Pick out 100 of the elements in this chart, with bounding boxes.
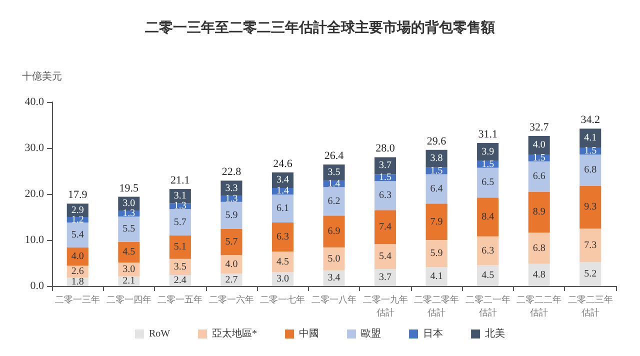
data-label: 3.5 — [328, 167, 340, 178]
data-label: 1.3 — [174, 200, 186, 212]
data-label: 4.5 — [276, 256, 289, 268]
bar — [66, 222, 88, 248]
data-label: 2.4 — [174, 274, 186, 286]
data-label: 6.8 — [584, 164, 597, 176]
y-tick-label: 30.0 — [24, 142, 44, 154]
data-label: 6.1 — [276, 202, 289, 214]
x-tick-label: 二零一七年 — [260, 294, 306, 306]
bar — [323, 216, 345, 248]
data-label: 5.1 — [174, 242, 186, 253]
bar — [426, 204, 448, 240]
bar — [323, 164, 345, 181]
bar — [528, 264, 550, 286]
data-label: 6.4 — [430, 183, 443, 194]
data-label: 2.9 — [71, 204, 84, 216]
total-label: 17.9 — [68, 189, 88, 202]
bar — [477, 168, 499, 198]
total-label: 32.7 — [529, 122, 550, 134]
data-label: 3.8 — [430, 153, 443, 164]
y-tick-label: 40.0 — [24, 96, 44, 108]
bar — [374, 157, 396, 174]
data-label: 4.0 — [225, 258, 238, 270]
data-label: 4.1 — [584, 132, 597, 144]
legend-label: 日本 — [423, 328, 444, 340]
bar — [272, 252, 294, 272]
data-label: 1.4 — [276, 186, 289, 197]
data-label: 1.4 — [328, 178, 340, 190]
bar — [580, 228, 602, 262]
data-label: 4.5 — [122, 246, 136, 258]
data-label: 9.3 — [584, 202, 597, 213]
data-label: 1.5 — [532, 152, 546, 164]
bar — [118, 216, 140, 242]
data-label: 6.3 — [482, 245, 494, 256]
data-label: 6.6 — [532, 171, 546, 182]
legend-label: 中國 — [299, 328, 320, 340]
data-label: 5.5 — [122, 224, 136, 235]
data-label: 6.3 — [276, 232, 289, 243]
total-label: 29.6 — [426, 135, 447, 148]
data-label: 1.5 — [482, 158, 494, 170]
x-tick-label: 二零二二年估計 — [516, 294, 562, 318]
chart-title: 二零一三年至二零二三年估計全球主要市場的背包零售額 — [145, 19, 495, 36]
data-label: 3.9 — [482, 146, 494, 158]
total-label: 28.0 — [376, 142, 396, 155]
data-label: 5.4 — [71, 229, 84, 240]
legend-label: RoW — [148, 328, 171, 340]
data-label: 1.2 — [71, 214, 84, 226]
data-label: 4.8 — [532, 269, 546, 280]
data-label: 6.8 — [532, 242, 546, 254]
bar — [220, 202, 242, 229]
x-tick-label: 二零一六年 — [208, 294, 254, 306]
total-label: 22.8 — [222, 166, 242, 178]
x-tick-label: 二零一九年估計 — [362, 294, 408, 318]
bar — [169, 235, 191, 259]
data-label: 3.0 — [122, 264, 136, 275]
data-label: 7.4 — [379, 222, 392, 233]
bar — [374, 244, 396, 269]
data-label: 2.7 — [225, 274, 238, 286]
total-label: 21.1 — [170, 174, 190, 186]
y-axis-title: 十億美元 — [22, 70, 62, 82]
data-label: 4.0 — [532, 140, 546, 151]
data-label: 6.9 — [328, 226, 340, 237]
bar — [374, 210, 396, 244]
data-label: 3.7 — [379, 272, 392, 283]
bar — [169, 209, 191, 236]
data-label: 3.7 — [379, 160, 392, 172]
x-tick-label: 二零一四年 — [106, 294, 152, 306]
data-label: 4.1 — [430, 271, 443, 282]
bar — [580, 154, 602, 186]
bar — [118, 242, 140, 263]
data-label: 3.4 — [276, 174, 289, 186]
x-tick-label: 二零一五年 — [158, 294, 203, 306]
data-label: 6.3 — [379, 190, 392, 202]
bar — [477, 265, 499, 286]
x-tick-label: 二零一八年 — [312, 294, 356, 306]
bar — [426, 174, 448, 204]
data-label: 5.7 — [174, 216, 186, 228]
bar — [528, 161, 550, 192]
data-label: 5.4 — [379, 251, 392, 262]
bar — [374, 181, 396, 210]
data-label: 5.9 — [225, 210, 238, 221]
x-tick-label: 二零二三年估計 — [568, 294, 613, 318]
data-label: 2.6 — [71, 266, 84, 278]
data-label: 1.3 — [225, 193, 238, 204]
x-tick-label: 二零二零年估計 — [414, 294, 460, 318]
total-label: 26.4 — [324, 150, 344, 162]
bar — [272, 194, 294, 223]
legend-label: 亞太地區* — [212, 328, 258, 340]
data-label: 3.5 — [174, 261, 186, 272]
data-label: 1.5 — [584, 145, 597, 156]
bar — [66, 247, 88, 266]
bar — [580, 262, 602, 286]
bar — [477, 236, 499, 266]
y-tick-label: 20.0 — [24, 188, 44, 200]
bar — [323, 247, 345, 270]
data-label: 5.2 — [584, 268, 597, 280]
bar — [580, 128, 602, 148]
y-tick-label: 10.0 — [24, 234, 44, 246]
data-label: 4.0 — [71, 251, 84, 262]
data-label: 2.1 — [122, 276, 136, 287]
